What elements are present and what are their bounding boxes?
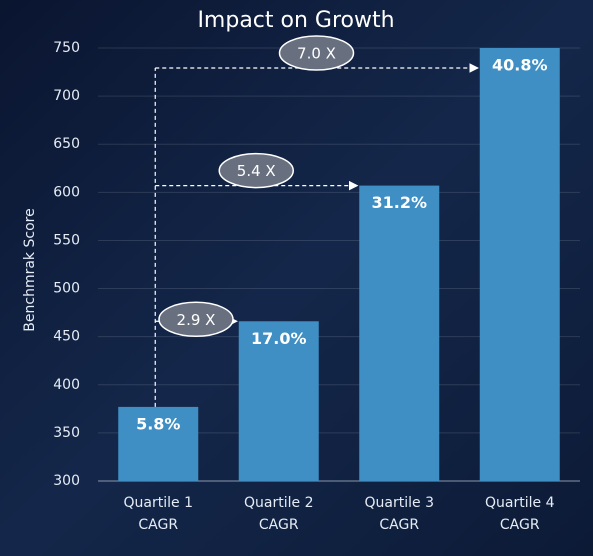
annotation-bubble: [218, 152, 294, 189]
annotation-bubble: [278, 35, 355, 71]
bar-label: 5.8%: [136, 414, 180, 433]
x-tick-label: Quartile 4 CAGR: [485, 495, 555, 533]
x-tick-label: Quartile 2 CAGR: [244, 495, 313, 533]
bar: [238, 321, 319, 481]
y-tick-label: 750: [53, 40, 80, 56]
y-tick-label: 550: [53, 232, 80, 248]
chart-title: Impact on Growth: [197, 8, 394, 33]
bar-label: 17.0%: [251, 329, 307, 348]
bar: [479, 48, 560, 481]
annotation: 5.4 X: [237, 162, 276, 180]
annotation: 2.9 X: [177, 311, 216, 329]
bar: [118, 406, 199, 481]
y-axis-title: Benchmrak Score: [22, 208, 38, 331]
y-tick-label: 350: [53, 425, 80, 441]
y-tick-label: 450: [53, 329, 80, 345]
y-tick-label: 650: [53, 136, 80, 152]
bar: [359, 185, 440, 481]
y-tick-label: 400: [53, 377, 80, 393]
x-tick-label: Quartile 1 CAGR: [124, 495, 193, 533]
y-tick-label: 600: [53, 184, 80, 200]
bar-label: 40.8%: [492, 56, 548, 75]
bar-label: 31.2%: [371, 193, 427, 212]
x-tick-label: Quartile 3 CAGR: [365, 495, 434, 533]
annotation-bubble: [158, 301, 234, 338]
y-tick-label: 300: [53, 473, 80, 489]
y-tick-label: 500: [53, 281, 80, 297]
y-tick-label: 700: [53, 88, 80, 104]
annotation: 7.0 X: [297, 45, 336, 63]
